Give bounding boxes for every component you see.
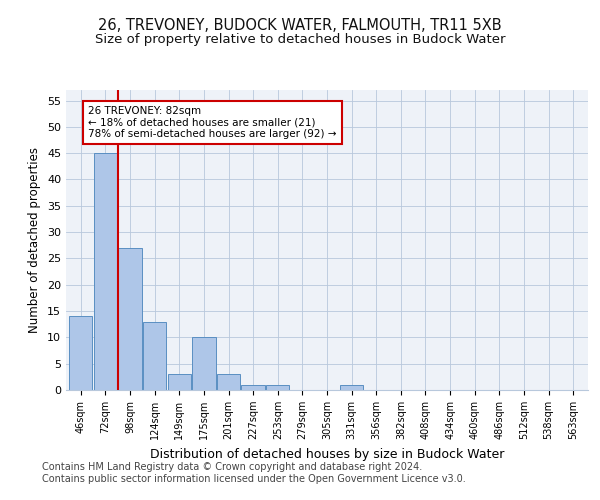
Text: 26 TREVONEY: 82sqm
← 18% of detached houses are smaller (21)
78% of semi-detache: 26 TREVONEY: 82sqm ← 18% of detached hou… <box>88 106 337 139</box>
Text: 26, TREVONEY, BUDOCK WATER, FALMOUTH, TR11 5XB: 26, TREVONEY, BUDOCK WATER, FALMOUTH, TR… <box>98 18 502 32</box>
Bar <box>241 384 265 390</box>
Y-axis label: Number of detached properties: Number of detached properties <box>28 147 41 333</box>
Bar <box>167 374 191 390</box>
Bar <box>94 153 117 390</box>
Bar <box>340 384 364 390</box>
Bar <box>118 248 142 390</box>
Bar <box>69 316 92 390</box>
Bar <box>192 338 215 390</box>
Bar <box>266 384 289 390</box>
Bar <box>217 374 240 390</box>
Bar <box>143 322 166 390</box>
Text: Size of property relative to detached houses in Budock Water: Size of property relative to detached ho… <box>95 32 505 46</box>
X-axis label: Distribution of detached houses by size in Budock Water: Distribution of detached houses by size … <box>150 448 504 460</box>
Text: Contains HM Land Registry data © Crown copyright and database right 2024.
Contai: Contains HM Land Registry data © Crown c… <box>42 462 466 484</box>
